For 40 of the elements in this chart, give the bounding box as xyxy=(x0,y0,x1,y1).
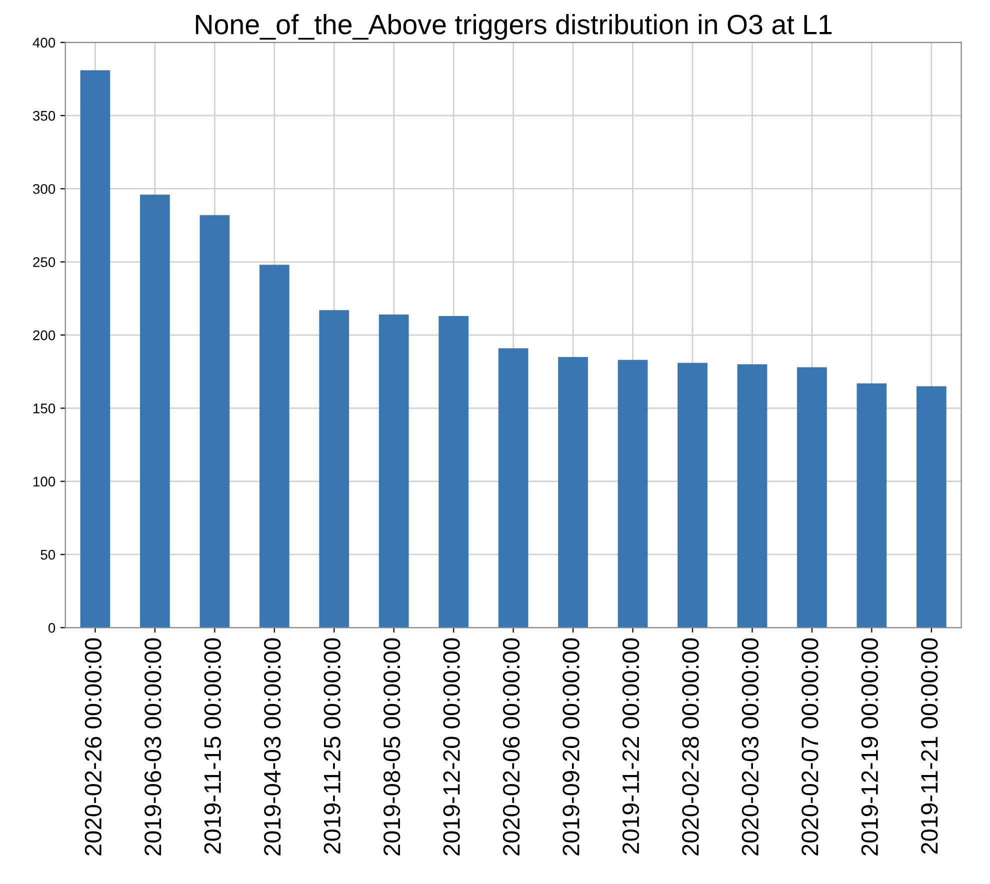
x-tick-label: 2019-11-25 00:00:00 xyxy=(324,638,340,854)
bar xyxy=(200,215,230,628)
bar xyxy=(259,264,290,628)
y-tick-label: 350 xyxy=(32,110,56,121)
y-tick-label: 100 xyxy=(34,476,56,487)
bar xyxy=(498,348,528,628)
bar xyxy=(378,314,409,628)
bar xyxy=(140,194,170,628)
bar xyxy=(558,356,588,628)
x-tick-label: 2019-12-20 00:00:00 xyxy=(443,638,460,856)
x-tick-label: 2019-04-03 00:00:00 xyxy=(264,638,281,856)
x-tick-label: 2019-11-22 00:00:00 xyxy=(622,638,640,854)
chart-title: None_of_the_Above triggers distribution in O3 at L1 xyxy=(196,14,832,40)
bar xyxy=(797,367,827,628)
x-tick-label: 2020-02-26 00:00:00 xyxy=(84,638,102,856)
x-tick-label: 2019-08-05 00:00:00 xyxy=(383,638,400,856)
y-tick-label: 0 xyxy=(48,622,56,633)
x-tick-label: 2020-02-03 00:00:00 xyxy=(742,638,759,856)
x-tick-label: 2019-06-03 00:00:00 xyxy=(144,638,162,856)
bar xyxy=(737,364,768,628)
bar xyxy=(856,383,887,628)
y-tick-label: 200 xyxy=(33,330,56,340)
bar xyxy=(916,386,946,628)
x-tick-label: 2019-11-15 00:00:00 xyxy=(204,638,222,854)
y-tick-label: 50 xyxy=(40,550,56,560)
y-tick-label: 400 xyxy=(32,38,56,48)
y-tick-label: 150 xyxy=(34,404,56,414)
y-tick-label: 250 xyxy=(33,257,56,268)
bar xyxy=(80,70,110,628)
y-tick-label: 300 xyxy=(32,184,56,194)
x-tick-label: 2019-11-21 00:00:00 xyxy=(921,638,938,854)
x-tick-label: 2019-09-20 00:00:00 xyxy=(562,638,580,856)
x-tick-label: 2020-02-06 00:00:00 xyxy=(502,638,520,856)
x-tick-label: 2019-12-19 00:00:00 xyxy=(861,638,878,856)
bar xyxy=(438,316,469,628)
bar xyxy=(319,310,350,628)
bar xyxy=(678,362,708,628)
bar xyxy=(618,360,648,628)
x-tick-label: 2020-02-07 00:00:00 xyxy=(802,638,818,856)
x-tick-label: 2020-02-28 00:00:00 xyxy=(682,638,699,856)
